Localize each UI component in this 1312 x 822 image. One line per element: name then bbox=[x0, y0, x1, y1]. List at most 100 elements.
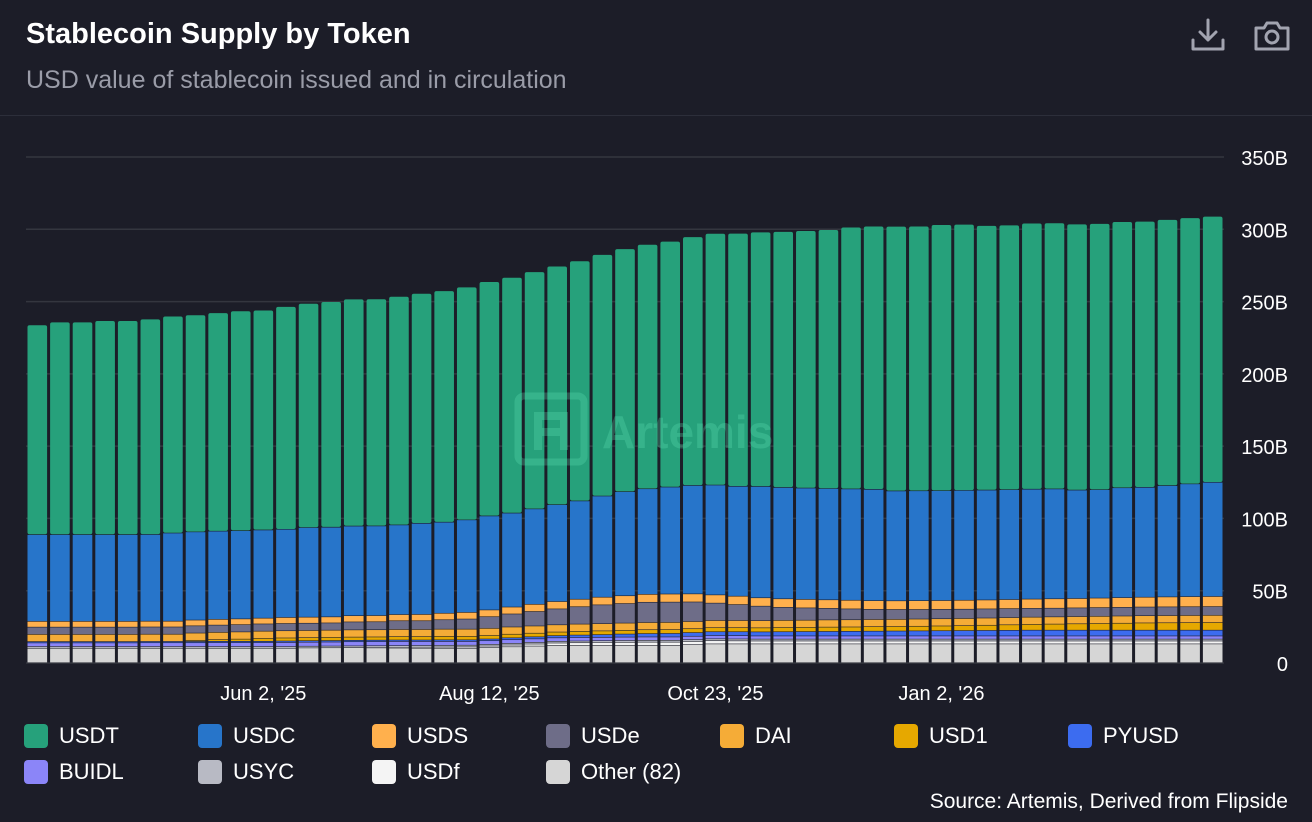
bar-segment-other bbox=[253, 648, 274, 663]
bar-stack[interactable] bbox=[728, 233, 748, 663]
bar-stack[interactable] bbox=[683, 237, 703, 663]
bar-segment-usdc bbox=[1022, 489, 1042, 599]
bar-stack[interactable] bbox=[27, 325, 48, 663]
bar-segment-usde bbox=[1157, 607, 1178, 616]
bar-segment-usde bbox=[705, 603, 726, 621]
legend-item-usd1[interactable]: USD1 bbox=[894, 722, 988, 750]
bar-stack[interactable] bbox=[1157, 219, 1178, 663]
bar-stack[interactable] bbox=[1022, 223, 1042, 663]
bar-stack[interactable] bbox=[750, 232, 771, 663]
bar-stack[interactable] bbox=[909, 226, 929, 663]
bar-stack[interactable] bbox=[615, 249, 635, 663]
bar-segment-dai bbox=[818, 620, 839, 627]
bar-stack[interactable] bbox=[1202, 216, 1223, 663]
bar-stack[interactable] bbox=[773, 231, 794, 663]
bar-segment-usde bbox=[976, 609, 997, 618]
bar-segment-usdt bbox=[841, 227, 861, 489]
bar-segment-usd1 bbox=[411, 636, 432, 640]
bar-stack[interactable] bbox=[524, 272, 545, 663]
bar-segment-usdc bbox=[1135, 487, 1155, 597]
bar-stack[interactable] bbox=[230, 311, 251, 663]
bar-segment-usde bbox=[389, 621, 409, 630]
legend-label: USDT bbox=[59, 723, 119, 748]
bar-stack[interactable] bbox=[411, 293, 432, 663]
bar-stack[interactable] bbox=[705, 233, 726, 663]
bar-stack[interactable] bbox=[276, 306, 296, 663]
watermark-logo-icon bbox=[514, 392, 588, 466]
bar-segment-usd1 bbox=[863, 627, 884, 631]
bar-segment-dai bbox=[95, 634, 115, 642]
bar-stack[interactable] bbox=[502, 277, 522, 663]
legend-item-buidl[interactable]: BUIDL bbox=[24, 758, 124, 786]
bar-stack[interactable] bbox=[72, 322, 93, 663]
bar-stack[interactable] bbox=[95, 320, 115, 663]
bar-segment-pyusd bbox=[547, 635, 567, 638]
bar-stack[interactable] bbox=[298, 303, 319, 663]
bar-segment-usdc bbox=[683, 485, 703, 594]
bar-stack[interactable] bbox=[163, 316, 183, 663]
bar-segment-usde bbox=[366, 622, 387, 630]
camera-icon[interactable] bbox=[1252, 16, 1292, 56]
bar-stack[interactable] bbox=[117, 320, 138, 663]
bar-stack[interactable] bbox=[841, 227, 861, 663]
bar-stack[interactable] bbox=[1067, 224, 1087, 663]
bar-stack[interactable] bbox=[796, 231, 816, 663]
bar-segment-usde bbox=[750, 606, 771, 621]
legend-item-pyusd[interactable]: PYUSD bbox=[1068, 722, 1179, 750]
bar-stack[interactable] bbox=[140, 319, 161, 663]
bar-segment-usdt bbox=[931, 224, 952, 491]
bar-stack[interactable] bbox=[366, 299, 387, 663]
bar-stack[interactable] bbox=[185, 315, 206, 663]
x-tick-label: Oct 23, '25 bbox=[667, 683, 763, 705]
bar-stack[interactable] bbox=[886, 226, 907, 663]
bar-segment-usdt bbox=[276, 306, 296, 529]
bar-stack[interactable] bbox=[931, 224, 952, 663]
bar-segment-usd1 bbox=[276, 638, 296, 641]
bar-stack[interactable] bbox=[253, 310, 274, 663]
bar-stack[interactable] bbox=[592, 254, 613, 663]
bar-stack[interactable] bbox=[50, 322, 70, 663]
download-icon[interactable] bbox=[1188, 16, 1228, 56]
bar-segment-usyc bbox=[298, 646, 319, 648]
bar-segment-usdf bbox=[569, 643, 590, 646]
bar-stack[interactable] bbox=[456, 287, 477, 663]
legend-item-usdc[interactable]: USDC bbox=[198, 722, 295, 750]
bar-stack[interactable] bbox=[1112, 222, 1133, 663]
bar-stack[interactable] bbox=[1044, 223, 1065, 663]
bar-stack[interactable] bbox=[208, 313, 228, 663]
bar-segment-usds bbox=[1157, 597, 1178, 607]
bar-stack[interactable] bbox=[547, 266, 567, 663]
bar-stack[interactable] bbox=[999, 225, 1020, 663]
bar-stack[interactable] bbox=[479, 282, 500, 663]
chart-title: Stablecoin Supply by Token bbox=[26, 18, 411, 50]
bar-stack[interactable] bbox=[637, 244, 658, 663]
bar-stack[interactable] bbox=[321, 302, 341, 663]
legend-item-usyc[interactable]: USYC bbox=[198, 758, 294, 786]
bar-stack[interactable] bbox=[343, 299, 364, 663]
bar-stack[interactable] bbox=[863, 226, 884, 663]
bar-stack[interactable] bbox=[818, 230, 839, 663]
legend-item-other[interactable]: Other (82) bbox=[546, 758, 681, 786]
bar-segment-usyc bbox=[479, 644, 500, 646]
legend-item-dai[interactable]: DAI bbox=[720, 722, 792, 750]
bar-stack[interactable] bbox=[434, 291, 454, 663]
legend-item-usde[interactable]: USDe bbox=[546, 722, 640, 750]
bar-segment-usdt bbox=[569, 261, 590, 501]
bar-stack[interactable] bbox=[1089, 223, 1110, 663]
bar-stack[interactable] bbox=[389, 296, 409, 663]
bar-stack[interactable] bbox=[1135, 221, 1155, 663]
bar-segment-other bbox=[1202, 644, 1223, 663]
bar-segment-other bbox=[1022, 644, 1042, 663]
bar-segment-buidl bbox=[1089, 636, 1110, 639]
bar-stack[interactable] bbox=[954, 224, 974, 663]
bar-stack[interactable] bbox=[660, 241, 681, 663]
bar-segment-other bbox=[660, 645, 681, 663]
bar-stack[interactable] bbox=[976, 225, 997, 663]
legend-item-usdf[interactable]: USDf bbox=[372, 758, 460, 786]
bar-stack[interactable] bbox=[569, 261, 590, 663]
legend-item-usds[interactable]: USDS bbox=[372, 722, 468, 750]
legend-label: USDe bbox=[581, 723, 640, 748]
bar-segment-usdf bbox=[999, 641, 1020, 644]
legend-item-usdt[interactable]: USDT bbox=[24, 722, 119, 750]
bar-stack[interactable] bbox=[1180, 218, 1200, 663]
